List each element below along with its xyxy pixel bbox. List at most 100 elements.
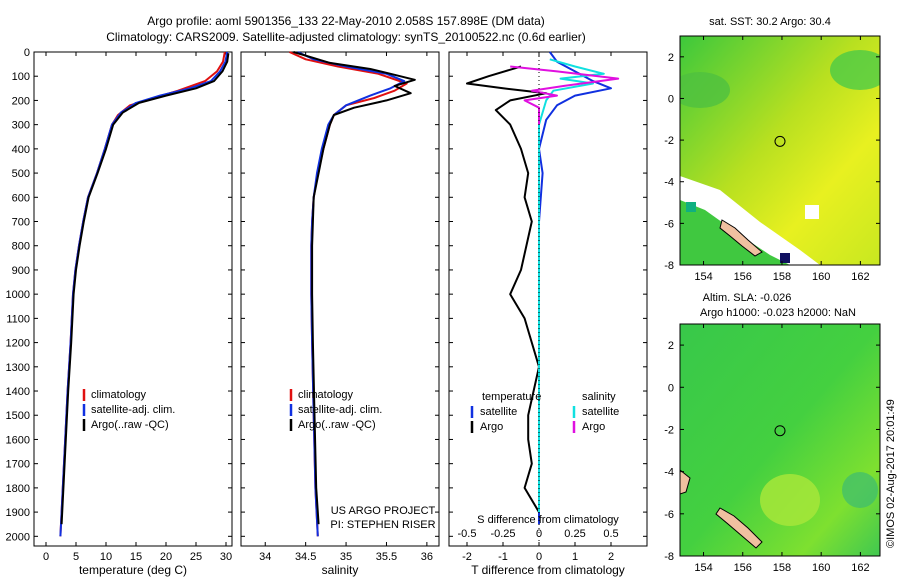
sst-map-title: sat. SST: 30.2 Argo: 30.4: [709, 16, 831, 28]
sst-island: [719, 219, 763, 257]
salinity-legend-label: satellite-adj. clim.: [298, 404, 382, 416]
sst_map-lat-label: 2: [668, 52, 674, 64]
difference-series-S-satellite: [538, 58, 605, 513]
sla-map-axes: 154 156 158 160 162 2 0 -2 -4 -6 -8: [664, 324, 880, 574]
sst-map-features: [680, 50, 880, 265]
legend-temperature-label: Argo: [480, 421, 503, 433]
difference-series-T-Argo: [466, 65, 548, 513]
depth-tick-label: 700: [12, 217, 30, 229]
legend-salinity-label: satellite: [582, 406, 619, 418]
salinity-xtick-label: 35.5: [376, 551, 397, 563]
depth-tick-label: 1000: [6, 289, 30, 301]
depth-tick-label: 800: [12, 241, 30, 253]
sla_map-lat-label: -6: [664, 509, 674, 521]
sst-map-axes: 154 156 158 160 162 2 0 -2 -4 -6 -8: [664, 36, 880, 283]
temperature-xtick-label: 0: [43, 551, 49, 563]
temperature-legend-label: Argo(..raw -QC): [91, 419, 169, 431]
temperature-xlabel: temperature (deg C): [79, 563, 187, 577]
sst_map-lat-label: -4: [664, 177, 674, 189]
difference-top-tick-label: 0: [536, 528, 542, 540]
depth-tick-label: 400: [12, 144, 30, 156]
difference-xtick-label: 2: [608, 551, 614, 563]
difference-series-S-Argo: [510, 65, 620, 125]
salinity-frame: [240, 51, 440, 547]
legend-salinity-label: Argo: [582, 421, 605, 433]
sst_map-lon-label: 158: [773, 271, 791, 283]
profile-panels: 0 5 10 15 20 25 300100200300400500600700800900…: [6, 47, 648, 577]
sla_map-lat-label: 0: [668, 382, 674, 394]
sst_map-lon-label: 154: [694, 271, 712, 283]
depth-tick-label: 1900: [6, 507, 30, 519]
depth-tick-label: 1700: [6, 459, 30, 471]
salinity-xlabel: salinity: [322, 563, 359, 577]
sla-map-features: [680, 469, 878, 549]
project-credit: US ARGO PROJECT: [331, 505, 436, 517]
sla-coast: [680, 469, 691, 495]
depth-tick-label: 1100: [6, 313, 30, 325]
depth-tick-label: 2000: [6, 531, 30, 543]
temperature-frame: [33, 51, 233, 547]
sla_map-lat-label: -4: [664, 467, 674, 479]
sla-low-patch: [842, 472, 878, 508]
legend-temperature-label: satellite: [480, 406, 517, 418]
pi-credit: PI: STEPHEN RISER: [330, 519, 435, 531]
header-line-2: Climatology: CARS2009. Satellite-adjuste…: [106, 30, 586, 44]
depth-tick-label: 0: [24, 47, 30, 59]
sla_map-lon-label: 162: [851, 562, 869, 574]
depth-tick-label: 100: [12, 71, 30, 83]
depth-tick-label: 1600: [6, 434, 30, 446]
panel-difference: -2 -1 0 1 2T difference from climatology -0.5…: [448, 51, 648, 577]
salinity-legend-label: Argo(..raw -QC): [298, 419, 376, 431]
difference-top-tick-label: 0.5: [603, 528, 618, 540]
maps-group: sat. SST: 30.2 Argo: 30.4 154 156 158 160 16…: [664, 16, 881, 574]
salinity-series-Argoraw--QC: [293, 51, 416, 525]
salinity-xtick-label: 36: [421, 551, 433, 563]
depth-tick-label: 200: [12, 95, 30, 107]
temperature-xtick-label: 25: [190, 551, 202, 563]
imos-credit: ©IMOS 02-Aug-2017 20:01:49: [885, 399, 897, 548]
sst-pixel-dark: [780, 253, 790, 263]
sla-map-frame: [679, 323, 881, 557]
salinity-xtick-label: 35: [340, 551, 352, 563]
depth-tick-label: 1300: [6, 362, 30, 374]
sst_map-lon-label: 160: [812, 271, 830, 283]
sla_map-lon-label: 160: [812, 562, 830, 574]
sst_map-lat-label: -2: [664, 135, 674, 147]
sla_map-lat-label: -8: [664, 551, 674, 563]
sla-island: [715, 507, 763, 549]
depth-tick-label: 1400: [6, 386, 30, 398]
depth-tick-label: 900: [12, 265, 30, 277]
sla_map-argo-marker: [774, 425, 786, 437]
sst_map-argo-marker: [774, 135, 786, 147]
sla-map-title-2: Argo h1000: -0.023 h2000: NaN: [700, 307, 856, 319]
sla_map-lat-label: -2: [664, 424, 674, 436]
panel-temperature: 0 5 10 15 20 25 300100200300400500600700800900…: [6, 47, 233, 577]
difference-top-xlabel: S difference from climatology: [477, 514, 619, 526]
salinity-xtick-label: 34.5: [295, 551, 316, 563]
depth-tick-label: 1800: [6, 483, 30, 495]
sla_map-lon-label: 154: [694, 562, 712, 574]
sst_map-lon-label: 162: [851, 271, 869, 283]
temperature-legend-label: satellite-adj. clim.: [91, 404, 175, 416]
sst-pixel-teal: [686, 202, 696, 212]
depth-tick-label: 1500: [6, 410, 30, 422]
sst-map-frame: [679, 35, 881, 266]
difference-xtick-label: 0: [536, 551, 542, 563]
salinity-legend-label: climatology: [298, 389, 354, 401]
sst_map-lat-label: 0: [668, 93, 674, 105]
sst-cool-patch-2: [830, 50, 880, 90]
sla_map-lon-label: 158: [773, 562, 791, 574]
depth-tick-label: 300: [12, 120, 30, 132]
difference-xtick-label: -2: [462, 551, 472, 563]
temperature-xtick-label: 10: [100, 551, 112, 563]
legend-salinity-title: salinity: [582, 391, 616, 403]
temperature-xtick-label: 20: [160, 551, 172, 563]
sla_map-lon-label: 156: [734, 562, 752, 574]
temperature-series-Argoraw--QC: [60, 53, 230, 525]
difference-xlabel: T difference from climatology: [471, 563, 625, 577]
sst_map-lon-label: 156: [734, 271, 752, 283]
sst_map-lat-label: -8: [664, 260, 674, 272]
legend-temperature-title: temperature: [482, 391, 541, 403]
